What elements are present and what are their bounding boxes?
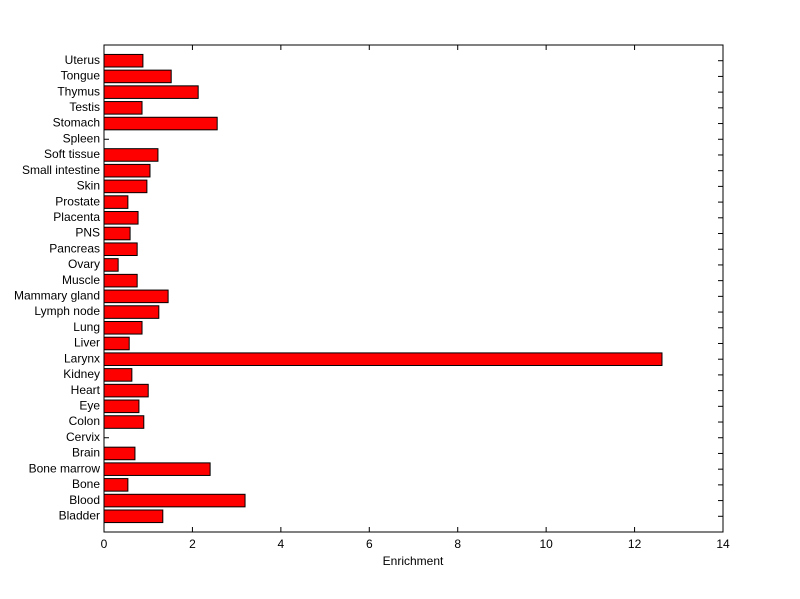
bar xyxy=(103,383,149,398)
y-tick-label: Brain xyxy=(72,446,100,460)
y-tick-label: Stomach xyxy=(53,116,100,130)
y-tick-label: Thymus xyxy=(57,84,100,98)
bar xyxy=(103,399,140,414)
bar xyxy=(103,211,139,225)
bar xyxy=(103,179,148,194)
y-tick-label: Muscle xyxy=(62,273,100,287)
y-tick-label: Lymph node xyxy=(34,304,100,318)
x-tick-label: 12 xyxy=(628,537,642,551)
y-tick-label: Bone xyxy=(72,477,100,491)
y-tick-label: Lung xyxy=(73,320,100,334)
y-tick-label: PNS xyxy=(75,226,100,240)
bar xyxy=(103,258,119,272)
bar xyxy=(103,69,172,84)
bar xyxy=(103,289,169,304)
bar xyxy=(103,478,129,492)
bar xyxy=(103,320,143,335)
bar xyxy=(103,446,136,461)
y-tick-label: Bone marrow xyxy=(29,461,101,475)
bar xyxy=(103,226,131,241)
x-tick-label: 4 xyxy=(278,537,285,551)
bar xyxy=(103,53,144,68)
y-tick-label: Ovary xyxy=(68,257,100,271)
bar xyxy=(103,101,143,115)
bar xyxy=(103,273,138,288)
y-tick-label: Soft tissue xyxy=(44,147,100,161)
y-tick-label: Colon xyxy=(69,414,100,428)
x-tick-label: 14 xyxy=(716,537,730,551)
x-tick-label: 8 xyxy=(454,537,461,551)
y-tick-label: Small intestine xyxy=(22,163,100,177)
y-tick-label: Skin xyxy=(77,179,100,193)
bar xyxy=(103,163,151,178)
bar xyxy=(103,352,663,366)
y-tick-label: Blood xyxy=(69,493,100,507)
y-tick-label: Pancreas xyxy=(49,241,100,255)
bar xyxy=(103,336,130,351)
bar xyxy=(103,415,145,429)
x-tick-label: 2 xyxy=(189,537,196,551)
y-tick-label: Mammary gland xyxy=(14,289,100,303)
y-tick-label: Prostate xyxy=(55,194,100,208)
y-tick-label: Uterus xyxy=(65,53,100,67)
y-tick-label: Tongue xyxy=(61,69,101,83)
bar xyxy=(103,85,199,99)
y-tick-label: Spleen xyxy=(63,131,100,145)
y-tick-label: Kidney xyxy=(63,367,100,381)
bar xyxy=(103,368,133,382)
y-tick-label: Liver xyxy=(74,336,100,350)
bar xyxy=(103,305,160,319)
y-tick-label: Placenta xyxy=(53,210,100,224)
bar xyxy=(103,242,138,257)
y-tick-label: Heart xyxy=(71,383,101,397)
bar xyxy=(103,462,211,476)
bar xyxy=(103,493,246,508)
bar xyxy=(103,509,164,524)
x-tick-label: 10 xyxy=(539,537,553,551)
y-tick-label: Eye xyxy=(79,398,100,412)
bar xyxy=(103,195,129,209)
x-tick-label: 0 xyxy=(101,537,108,551)
bar xyxy=(103,148,159,162)
x-axis-label: Enrichment xyxy=(383,554,444,568)
x-tick-label: 6 xyxy=(366,537,373,551)
y-tick-label: Testis xyxy=(69,100,100,114)
y-tick-label: Bladder xyxy=(59,508,100,522)
y-tick-label: Larynx xyxy=(64,351,100,365)
y-tick-label: Cervix xyxy=(66,430,100,444)
bar xyxy=(103,116,218,131)
